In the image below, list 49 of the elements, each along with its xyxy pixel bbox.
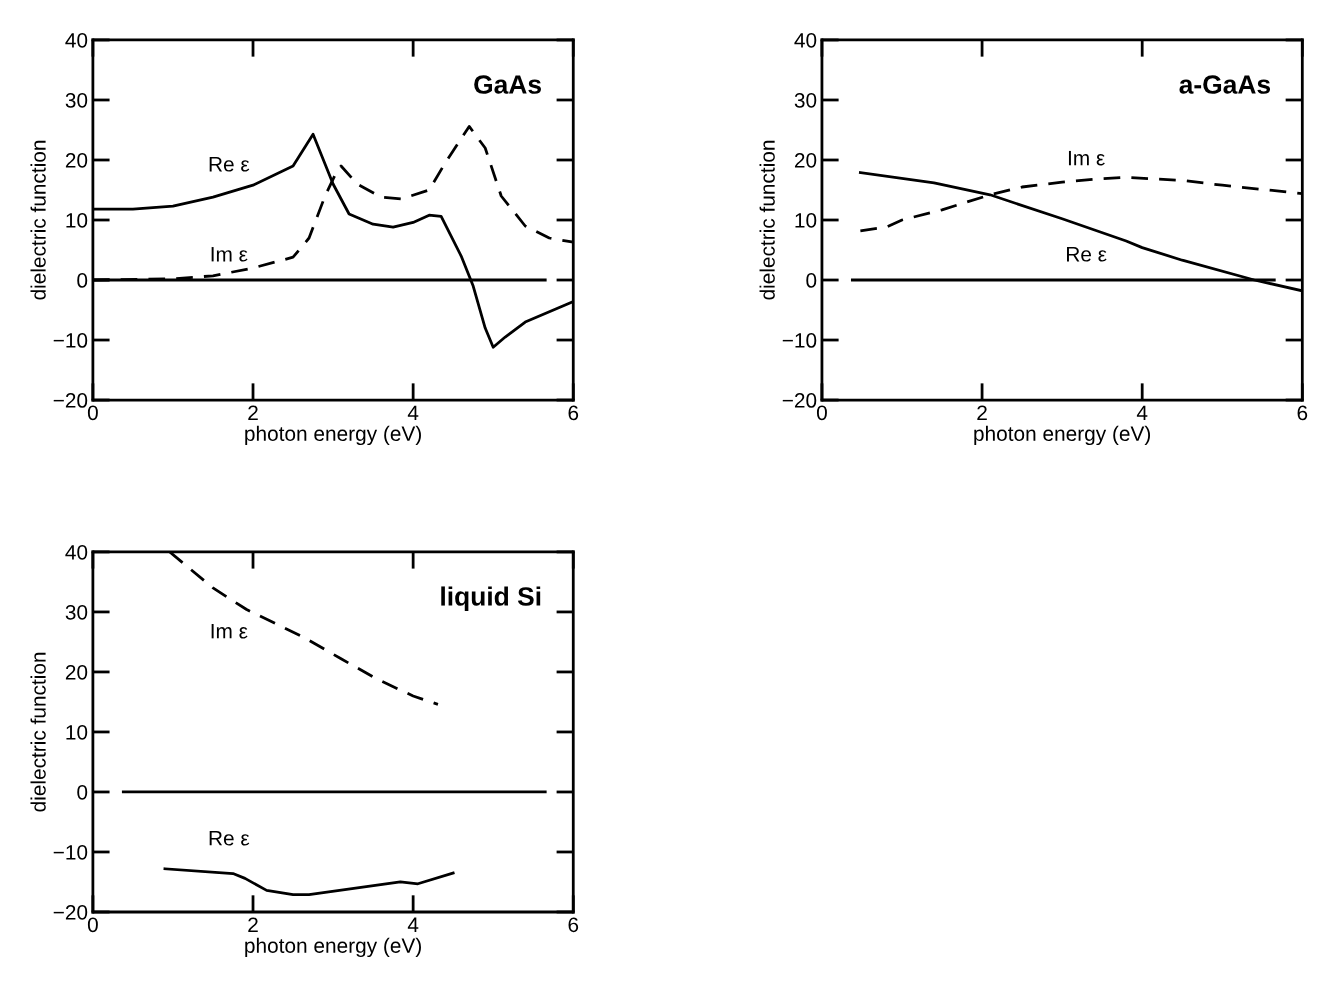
x-tick-label: 2 — [248, 917, 258, 932]
y-tick-label: −20 — [53, 393, 88, 408]
y-tick-label: 20 — [65, 664, 88, 680]
y-tick-label: 30 — [65, 92, 88, 108]
text: a-GaAs — [1179, 75, 1271, 94]
y-tick-label: −10 — [53, 844, 88, 860]
x-tick-label: 4 — [407, 405, 419, 420]
x-tick-label: 6 — [568, 405, 579, 421]
x-tick-label: 2 — [248, 405, 258, 420]
series-label: Im ε — [211, 624, 248, 639]
y-tick-label: 40 — [794, 32, 817, 48]
x-tick-label: 4 — [1136, 405, 1148, 420]
y-tick-label: 0 — [806, 273, 817, 288]
y-tick-label: 0 — [77, 784, 88, 800]
x-tick-label: 6 — [1297, 405, 1308, 421]
y-tick-label: −10 — [53, 333, 88, 348]
y-tick-label: 20 — [794, 152, 817, 168]
x-axis-title: photon energy (eV) — [245, 425, 421, 446]
y-axis-title: dielectric function — [759, 140, 775, 300]
y-tick-label: 40 — [65, 32, 88, 48]
x-tick-label: 0 — [816, 405, 827, 421]
x-axis-title: photon energy (eV) — [245, 937, 421, 958]
y-tick-label: 30 — [65, 604, 88, 620]
y-tick-label: 20 — [65, 152, 88, 168]
y-tick-label: 30 — [794, 92, 817, 108]
y-tick-label: 0 — [77, 273, 88, 288]
series-label: Im ε — [1068, 150, 1105, 166]
y-tick-label: −10 — [782, 333, 817, 348]
y-axis-title: dielectric function — [30, 652, 46, 812]
series-label: Re ε — [1067, 247, 1107, 262]
x-tick-label: 0 — [87, 405, 98, 421]
x-tick-label: 4 — [407, 917, 419, 932]
series-label: Im ε — [211, 247, 248, 262]
y-tick-label: 10 — [66, 213, 88, 228]
x-tick-label: 0 — [87, 917, 98, 933]
y-tick-label: −20 — [782, 393, 817, 408]
y-tick-label: 40 — [65, 544, 88, 560]
series-label: Re ε — [209, 157, 250, 172]
x-tick-label: 6 — [568, 917, 579, 933]
y-tick-label: 10 — [66, 724, 88, 740]
text: liquid Si — [441, 586, 541, 612]
y-tick-label: 10 — [795, 213, 817, 228]
line-series — [163, 867, 455, 896]
text: GaAs — [474, 75, 541, 94]
x-axis-title: photon energy (eV) — [974, 425, 1151, 446]
y-axis-title: dielectric function — [30, 140, 46, 300]
x-tick-label: 2 — [977, 405, 987, 420]
y-tick-label: −20 — [53, 904, 88, 920]
series-label: Re ε — [209, 831, 250, 846]
